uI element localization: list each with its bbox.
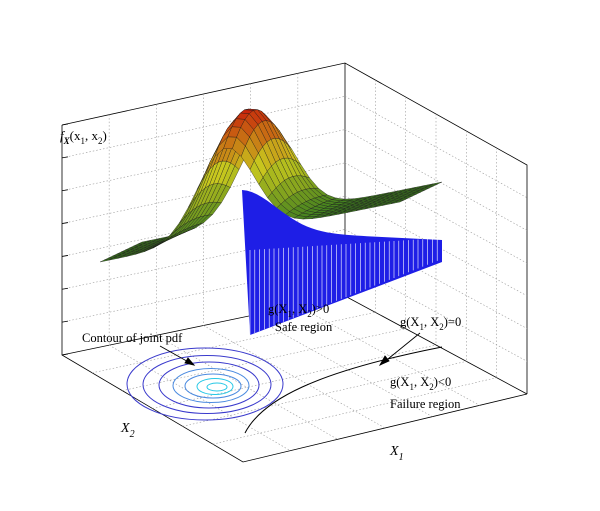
cut-face-fill xyxy=(242,190,442,335)
annotation-arrows xyxy=(159,332,421,366)
grid-line xyxy=(152,344,437,409)
contour-ring xyxy=(184,373,242,399)
grid-line xyxy=(122,328,406,391)
z-tick xyxy=(61,189,69,192)
safe-region-label: Safe region xyxy=(275,320,333,334)
x1-axis-label: X1 xyxy=(389,444,404,463)
failure-region-label: Failure region xyxy=(390,397,461,411)
grid-line xyxy=(156,335,338,440)
z-tick xyxy=(61,287,69,290)
grid-lines xyxy=(61,73,528,451)
contour-ring xyxy=(126,347,284,421)
z-axis-label: fX(x1, x2) xyxy=(60,128,107,146)
grid-line xyxy=(182,361,467,427)
grid-line xyxy=(344,229,528,329)
limit-arrowhead xyxy=(378,355,390,366)
grid-line xyxy=(92,312,376,374)
x2-axis-label: X2 xyxy=(120,421,135,440)
z-tick xyxy=(61,222,69,224)
grid-line xyxy=(109,344,291,451)
contour-lines xyxy=(126,347,284,421)
axis-ticks xyxy=(61,123,69,356)
grid-line xyxy=(61,195,346,257)
z-tick xyxy=(61,255,69,257)
contour-ring xyxy=(172,368,250,403)
grid-line xyxy=(61,262,346,323)
contour-arrowhead xyxy=(184,357,196,366)
contour-annotation: Contour of joint pdf xyxy=(82,331,183,345)
grid-line xyxy=(344,129,528,231)
z-tick xyxy=(61,123,69,126)
contour-ring xyxy=(142,355,272,414)
limit-state-label: g(X1, X2)=0 xyxy=(400,315,461,332)
failure-condition-label: g(X1, X2)<0 xyxy=(390,375,451,392)
z-tick xyxy=(61,320,69,323)
contour-ring xyxy=(196,378,234,395)
limit-arrow xyxy=(382,332,421,364)
limit-state-curve xyxy=(244,346,443,434)
z-tick xyxy=(61,156,69,159)
safe-region-cut-face xyxy=(242,190,442,335)
z-tick xyxy=(61,353,69,356)
pdf-surface xyxy=(99,108,443,263)
contour-ring xyxy=(158,361,260,409)
grid-line xyxy=(61,95,346,159)
back-floor-edge-right xyxy=(344,295,528,395)
grid-line xyxy=(297,305,480,406)
grid-line xyxy=(344,195,528,297)
surface-facet xyxy=(391,199,405,204)
safe-condition-label: g(X1, X2)>0 xyxy=(268,302,329,319)
grid-line xyxy=(61,129,346,192)
contour-ring xyxy=(206,382,228,392)
